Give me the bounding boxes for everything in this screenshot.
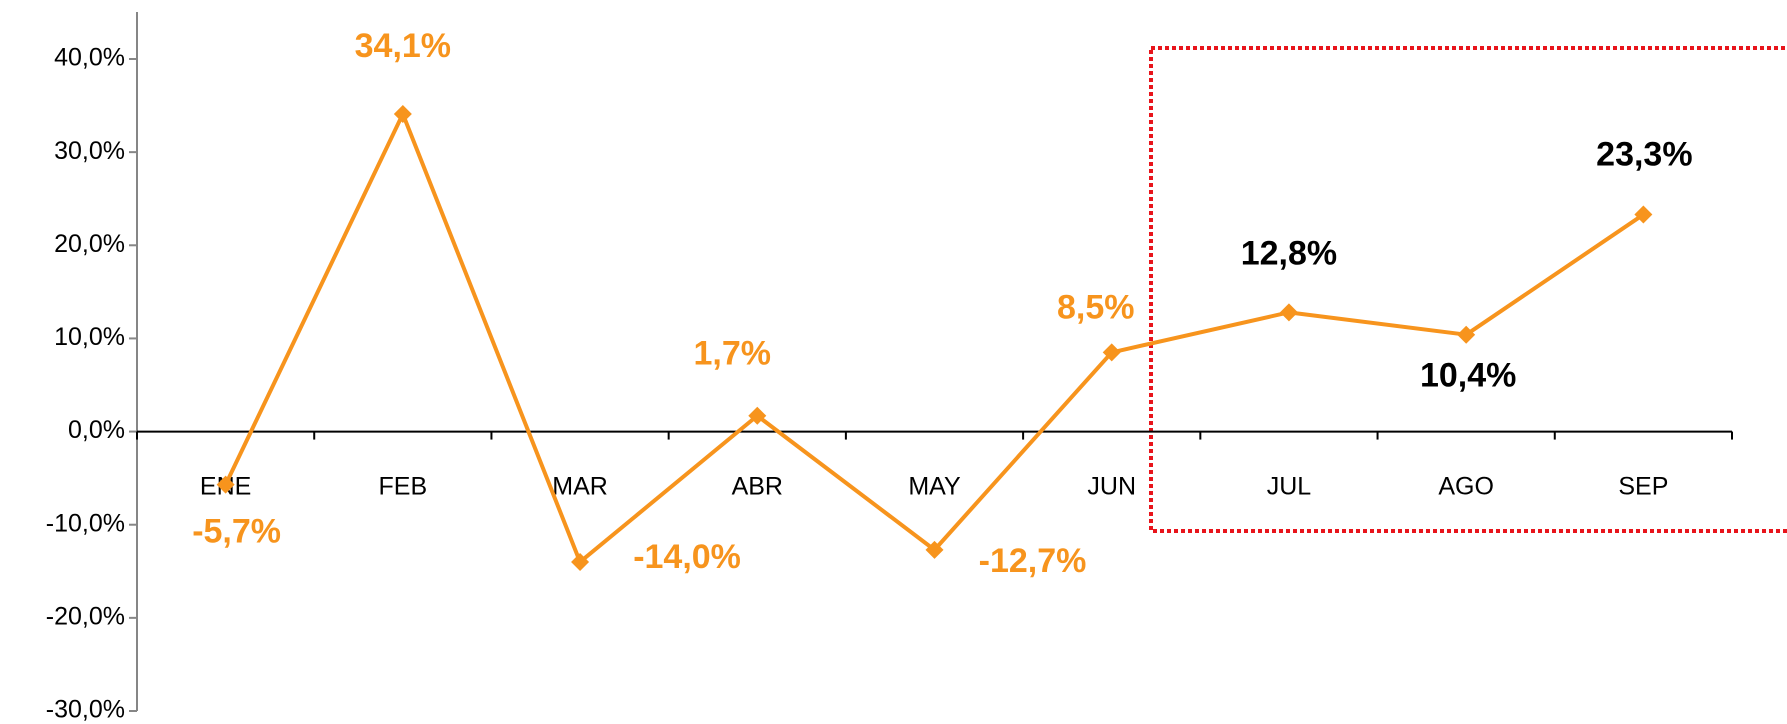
y-tick-label: 30,0% (54, 137, 125, 165)
value-label: -12,7% (979, 542, 1087, 580)
value-label: 10,4% (1420, 357, 1516, 395)
x-tick-label: AGO (1438, 473, 1494, 501)
y-tick-label: 40,0% (54, 44, 125, 72)
x-tick-label: ABR (732, 473, 783, 501)
point-marker (571, 552, 590, 571)
x-tick-label: FEB (379, 473, 428, 501)
point-marker (1102, 343, 1121, 362)
x-tick-label: JUL (1267, 473, 1312, 501)
y-tick-label: -20,0% (46, 602, 125, 630)
point-marker (925, 540, 944, 559)
highlight-box (1149, 46, 1787, 533)
point-marker (216, 475, 235, 494)
y-tick-label: -10,0% (46, 509, 125, 537)
y-tick-label: 10,0% (54, 323, 125, 351)
point-marker (1457, 325, 1476, 344)
x-tick-label: MAR (552, 473, 608, 501)
value-label: 23,3% (1596, 136, 1692, 174)
y-tick-label: 20,0% (54, 230, 125, 258)
y-tick-label: -30,0% (46, 696, 125, 724)
x-tick-label: SEP (1618, 473, 1668, 501)
point-marker (1279, 303, 1298, 322)
point-marker (393, 104, 412, 123)
value-label: -14,0% (633, 538, 741, 576)
y-tick-label: 0,0% (68, 416, 125, 444)
point-marker (748, 406, 767, 425)
value-label: -5,7% (192, 513, 281, 551)
value-label: 1,7% (694, 335, 772, 373)
point-marker (1634, 205, 1653, 224)
value-label: 12,8% (1241, 234, 1337, 272)
value-label: 8,5% (1057, 288, 1135, 326)
x-tick-label: MAY (908, 473, 961, 501)
x-tick-label: JUN (1087, 473, 1136, 501)
value-label: 34,1% (355, 27, 451, 65)
